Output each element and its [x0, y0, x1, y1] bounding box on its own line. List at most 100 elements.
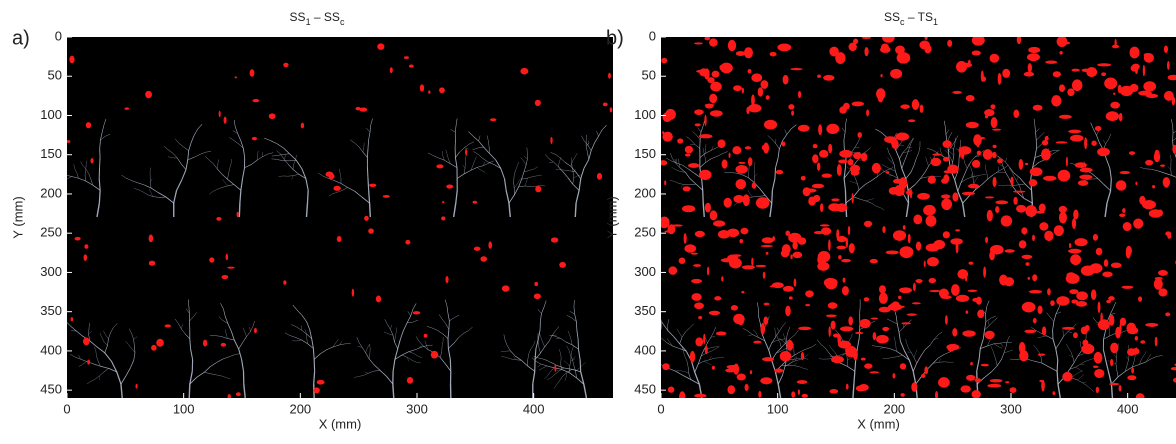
channel	[896, 350, 903, 356]
channel	[71, 176, 79, 179]
channel	[313, 353, 321, 360]
channel	[125, 367, 131, 376]
channel	[368, 132, 371, 140]
channel	[1067, 331, 1073, 333]
change-patch	[854, 331, 864, 335]
change-patch	[694, 123, 701, 127]
channel	[713, 327, 716, 333]
y-axis-label: Y (mm)	[604, 196, 619, 238]
change-patch	[952, 328, 958, 337]
channel	[672, 158, 676, 164]
channel	[204, 366, 211, 373]
channel	[820, 343, 826, 349]
change-patch	[761, 237, 774, 244]
channel	[415, 346, 422, 350]
channel	[781, 348, 787, 352]
change-patch	[406, 376, 414, 384]
channel	[568, 372, 577, 379]
channel	[242, 336, 247, 343]
y-tick-label: 200	[40, 185, 62, 200]
channel	[893, 336, 896, 341]
change-patch	[124, 107, 130, 110]
channel	[486, 135, 489, 141]
channel	[771, 178, 776, 191]
channel	[104, 352, 112, 362]
change-patch	[836, 235, 847, 243]
channel	[84, 175, 86, 181]
change-patch	[984, 196, 995, 199]
change-patch	[1101, 72, 1107, 77]
channel	[227, 178, 235, 185]
change-patch	[923, 260, 926, 268]
channel	[1049, 366, 1058, 372]
channel	[824, 347, 830, 354]
change-patch	[1166, 60, 1170, 70]
change-patch	[974, 378, 982, 383]
change-patch	[898, 177, 908, 190]
channel	[1005, 340, 1008, 347]
channel	[472, 160, 475, 166]
channel	[1055, 307, 1060, 315]
channel	[715, 346, 720, 350]
change-patch	[882, 226, 886, 234]
channel	[556, 380, 560, 386]
channel	[894, 132, 897, 138]
change-patch	[1091, 140, 1097, 146]
channel	[113, 323, 118, 328]
change-patch	[821, 173, 832, 178]
change-patch	[851, 101, 864, 107]
change-patch	[744, 383, 749, 391]
channel	[711, 156, 718, 159]
change-patch	[1148, 209, 1163, 218]
change-patch	[1095, 386, 1100, 394]
channel	[540, 346, 545, 354]
channel	[889, 348, 897, 352]
change-patch	[1023, 71, 1035, 77]
channel	[366, 167, 369, 179]
channel	[882, 169, 889, 173]
change-patch	[1111, 44, 1120, 49]
channel	[125, 341, 129, 345]
channel	[194, 154, 201, 158]
channel	[986, 173, 988, 180]
channel	[501, 356, 506, 358]
change-patch	[727, 39, 737, 52]
channel	[333, 344, 340, 348]
change-patch	[1037, 353, 1046, 356]
channel	[972, 177, 975, 184]
channel	[680, 171, 686, 173]
channel	[1170, 119, 1174, 126]
change-patch	[880, 73, 883, 78]
change-patch	[924, 366, 929, 375]
channel	[276, 143, 284, 149]
channel	[1052, 321, 1055, 330]
channel	[886, 166, 891, 170]
channel	[94, 346, 96, 352]
change-patch	[1095, 352, 1101, 358]
channel	[523, 170, 530, 173]
channel	[167, 156, 173, 158]
change-patch	[609, 107, 613, 113]
channel	[577, 349, 581, 361]
channel	[703, 152, 706, 158]
channel	[803, 368, 809, 370]
channel	[674, 158, 677, 164]
channel	[257, 150, 259, 156]
channel	[685, 327, 691, 332]
change-patch	[812, 144, 818, 149]
channel	[523, 165, 527, 173]
channel	[938, 361, 945, 363]
change-patch	[995, 200, 1009, 205]
channel	[488, 140, 490, 147]
channel	[173, 190, 178, 204]
change-patch	[1170, 366, 1176, 371]
channel	[291, 175, 294, 180]
channel	[741, 174, 749, 178]
channel	[1035, 330, 1042, 334]
change-patch	[1094, 368, 1105, 378]
channel	[675, 370, 683, 376]
channel	[165, 196, 174, 204]
channel	[847, 357, 852, 361]
channel	[1016, 177, 1019, 181]
change-patch	[863, 297, 870, 302]
